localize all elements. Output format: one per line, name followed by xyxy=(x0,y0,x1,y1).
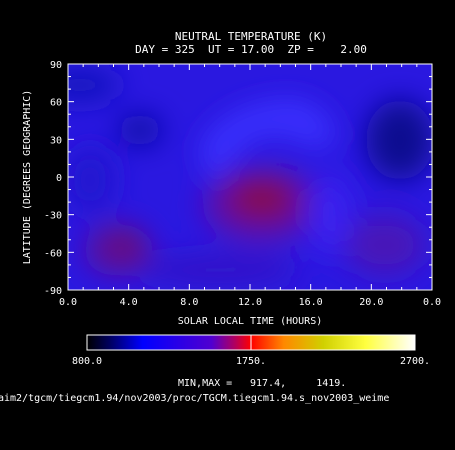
x-tick-label: 0.0 xyxy=(59,297,77,308)
minmax-values: 917.4, 1419. xyxy=(250,378,346,389)
y-tick-label: 90 xyxy=(50,60,62,71)
x-tick-label: 16.0 xyxy=(299,297,323,308)
y-tick-labels: 90 60 30 0 -30 -60 -90 xyxy=(44,60,62,297)
chart-subtitle: DAY = 325 UT = 17.00 ZP = 2.00 xyxy=(135,43,367,56)
colorbar-tick-label: 2700. xyxy=(400,356,430,367)
y-tick-label: -60 xyxy=(44,248,62,259)
x-tick-label: 8.0 xyxy=(180,297,198,308)
x-tick-label: 12.0 xyxy=(238,297,262,308)
y-tick-label: 0 xyxy=(56,173,62,184)
x-tick-label: 0.0 xyxy=(423,297,441,308)
file-path: aim2/tgcm/tiegcm1.94/nov2003/proc/TGCM.t… xyxy=(0,393,389,404)
y-tick-label: -90 xyxy=(44,286,62,297)
x-tick-labels: 0.0 4.0 8.0 12.0 16.0 20.0 0.0 xyxy=(59,297,441,308)
y-axis-label: LATITUDE (DEGREES GEOGRAPHIC) xyxy=(22,90,33,265)
x-tick-label: 20.0 xyxy=(359,297,383,308)
colorbar-tick-labels: 800.0 1750. 2700. xyxy=(72,356,430,367)
y-tick-label: 30 xyxy=(50,135,62,146)
x-tick-label: 4.0 xyxy=(120,297,138,308)
y-tick-label: -30 xyxy=(44,211,62,222)
minmax-label: MIN,MAX = xyxy=(178,378,232,389)
colorbar-tick-label: 800.0 xyxy=(72,356,102,367)
y-tick-label: 60 xyxy=(50,98,62,109)
temperature-field xyxy=(68,64,432,290)
chart-title: NEUTRAL TEMPERATURE (K) xyxy=(175,30,327,43)
x-axis-label: SOLAR LOCAL TIME (HOURS) xyxy=(178,316,323,327)
colorbar-tick-label: 1750. xyxy=(236,356,266,367)
axis-ticks xyxy=(67,63,433,291)
